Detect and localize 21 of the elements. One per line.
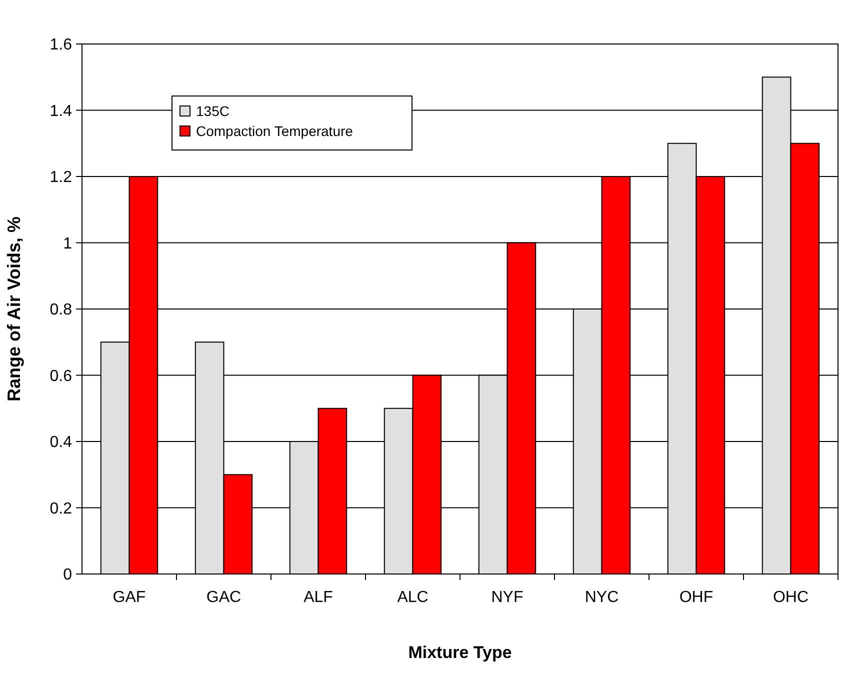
y-tick-label: 0.6 [50,368,72,385]
y-tick-label: 1 [63,235,72,252]
x-tick-label: GAF [112,589,146,606]
y-tick-label: 1.6 [50,36,72,54]
x-axis-title: Mixture Type [408,643,512,662]
y-axis-title: Range of Air Voids, % [4,216,24,402]
y-tick-label: 1.2 [50,169,72,186]
y-tick-label: 0.8 [50,302,72,319]
x-tick-label: OHC [772,589,809,606]
y-tick-label: 1.4 [50,102,72,120]
x-tick-label: ALC [397,589,428,606]
x-tick-label: OHF [679,589,714,606]
x-tick-label: ALF [304,589,334,606]
x-tick-label: GAC [206,589,242,606]
y-tick-label: 0 [63,566,72,584]
y-tick-label: 0.4 [50,434,72,452]
y-tick-label: 0.2 [50,500,72,518]
x-tick-label: NYF [491,589,524,606]
legend-label: 135C [196,103,230,119]
legend-label: Compaction Temperature [196,123,354,139]
x-tick-label: NYC [584,589,619,606]
